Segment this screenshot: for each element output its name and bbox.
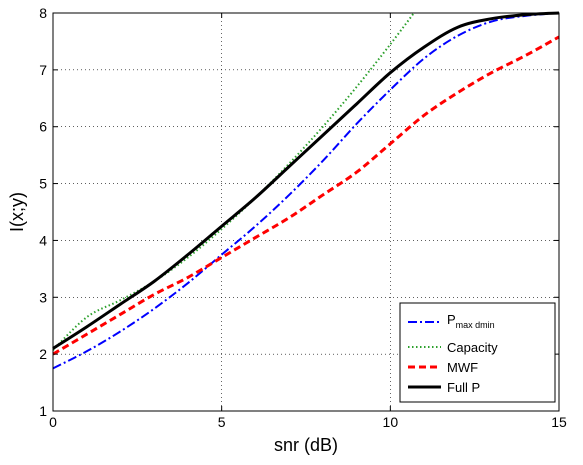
x-tick-label: 15 (551, 414, 567, 430)
y-tick-label: 2 (39, 346, 47, 362)
x-tick-label: 0 (49, 414, 57, 430)
y-tick-label: 4 (39, 232, 47, 248)
y-tick-label: 6 (39, 119, 47, 135)
y-tick-label: 7 (39, 62, 47, 78)
series-line-0 (52, 12, 560, 370)
legend-label-mwf: MWF (447, 360, 478, 375)
grid-lines (53, 13, 559, 411)
legend-label-capacity: Capacity (447, 340, 498, 355)
y-tick-label: 1 (39, 403, 47, 419)
x-tick-label: 10 (383, 414, 399, 430)
y-tick-label: 5 (39, 176, 47, 192)
legend-label-pmax: Pmax dmin (447, 312, 495, 330)
x-tick-label: 5 (218, 414, 226, 430)
y-tick-label: 8 (39, 5, 47, 21)
series-lines (52, 11, 560, 370)
legend-label-pmax-main: P (447, 312, 456, 327)
legend-label-full-p: Full P (447, 380, 480, 395)
x-axis-label: snr (dB) (274, 435, 338, 455)
y-axis-label: I(x;y) (7, 192, 27, 232)
series-line-3 (52, 11, 560, 350)
legend-label-pmax-sub: max dmin (456, 320, 495, 330)
axis-ticks: 0 5 10 15 1 2 3 4 5 6 7 8 (39, 5, 567, 430)
plot-frame (52, 12, 560, 412)
y-tick-label: 3 (39, 289, 47, 305)
legend: Pmax dmin Capacity MWF Full P (399, 302, 556, 403)
